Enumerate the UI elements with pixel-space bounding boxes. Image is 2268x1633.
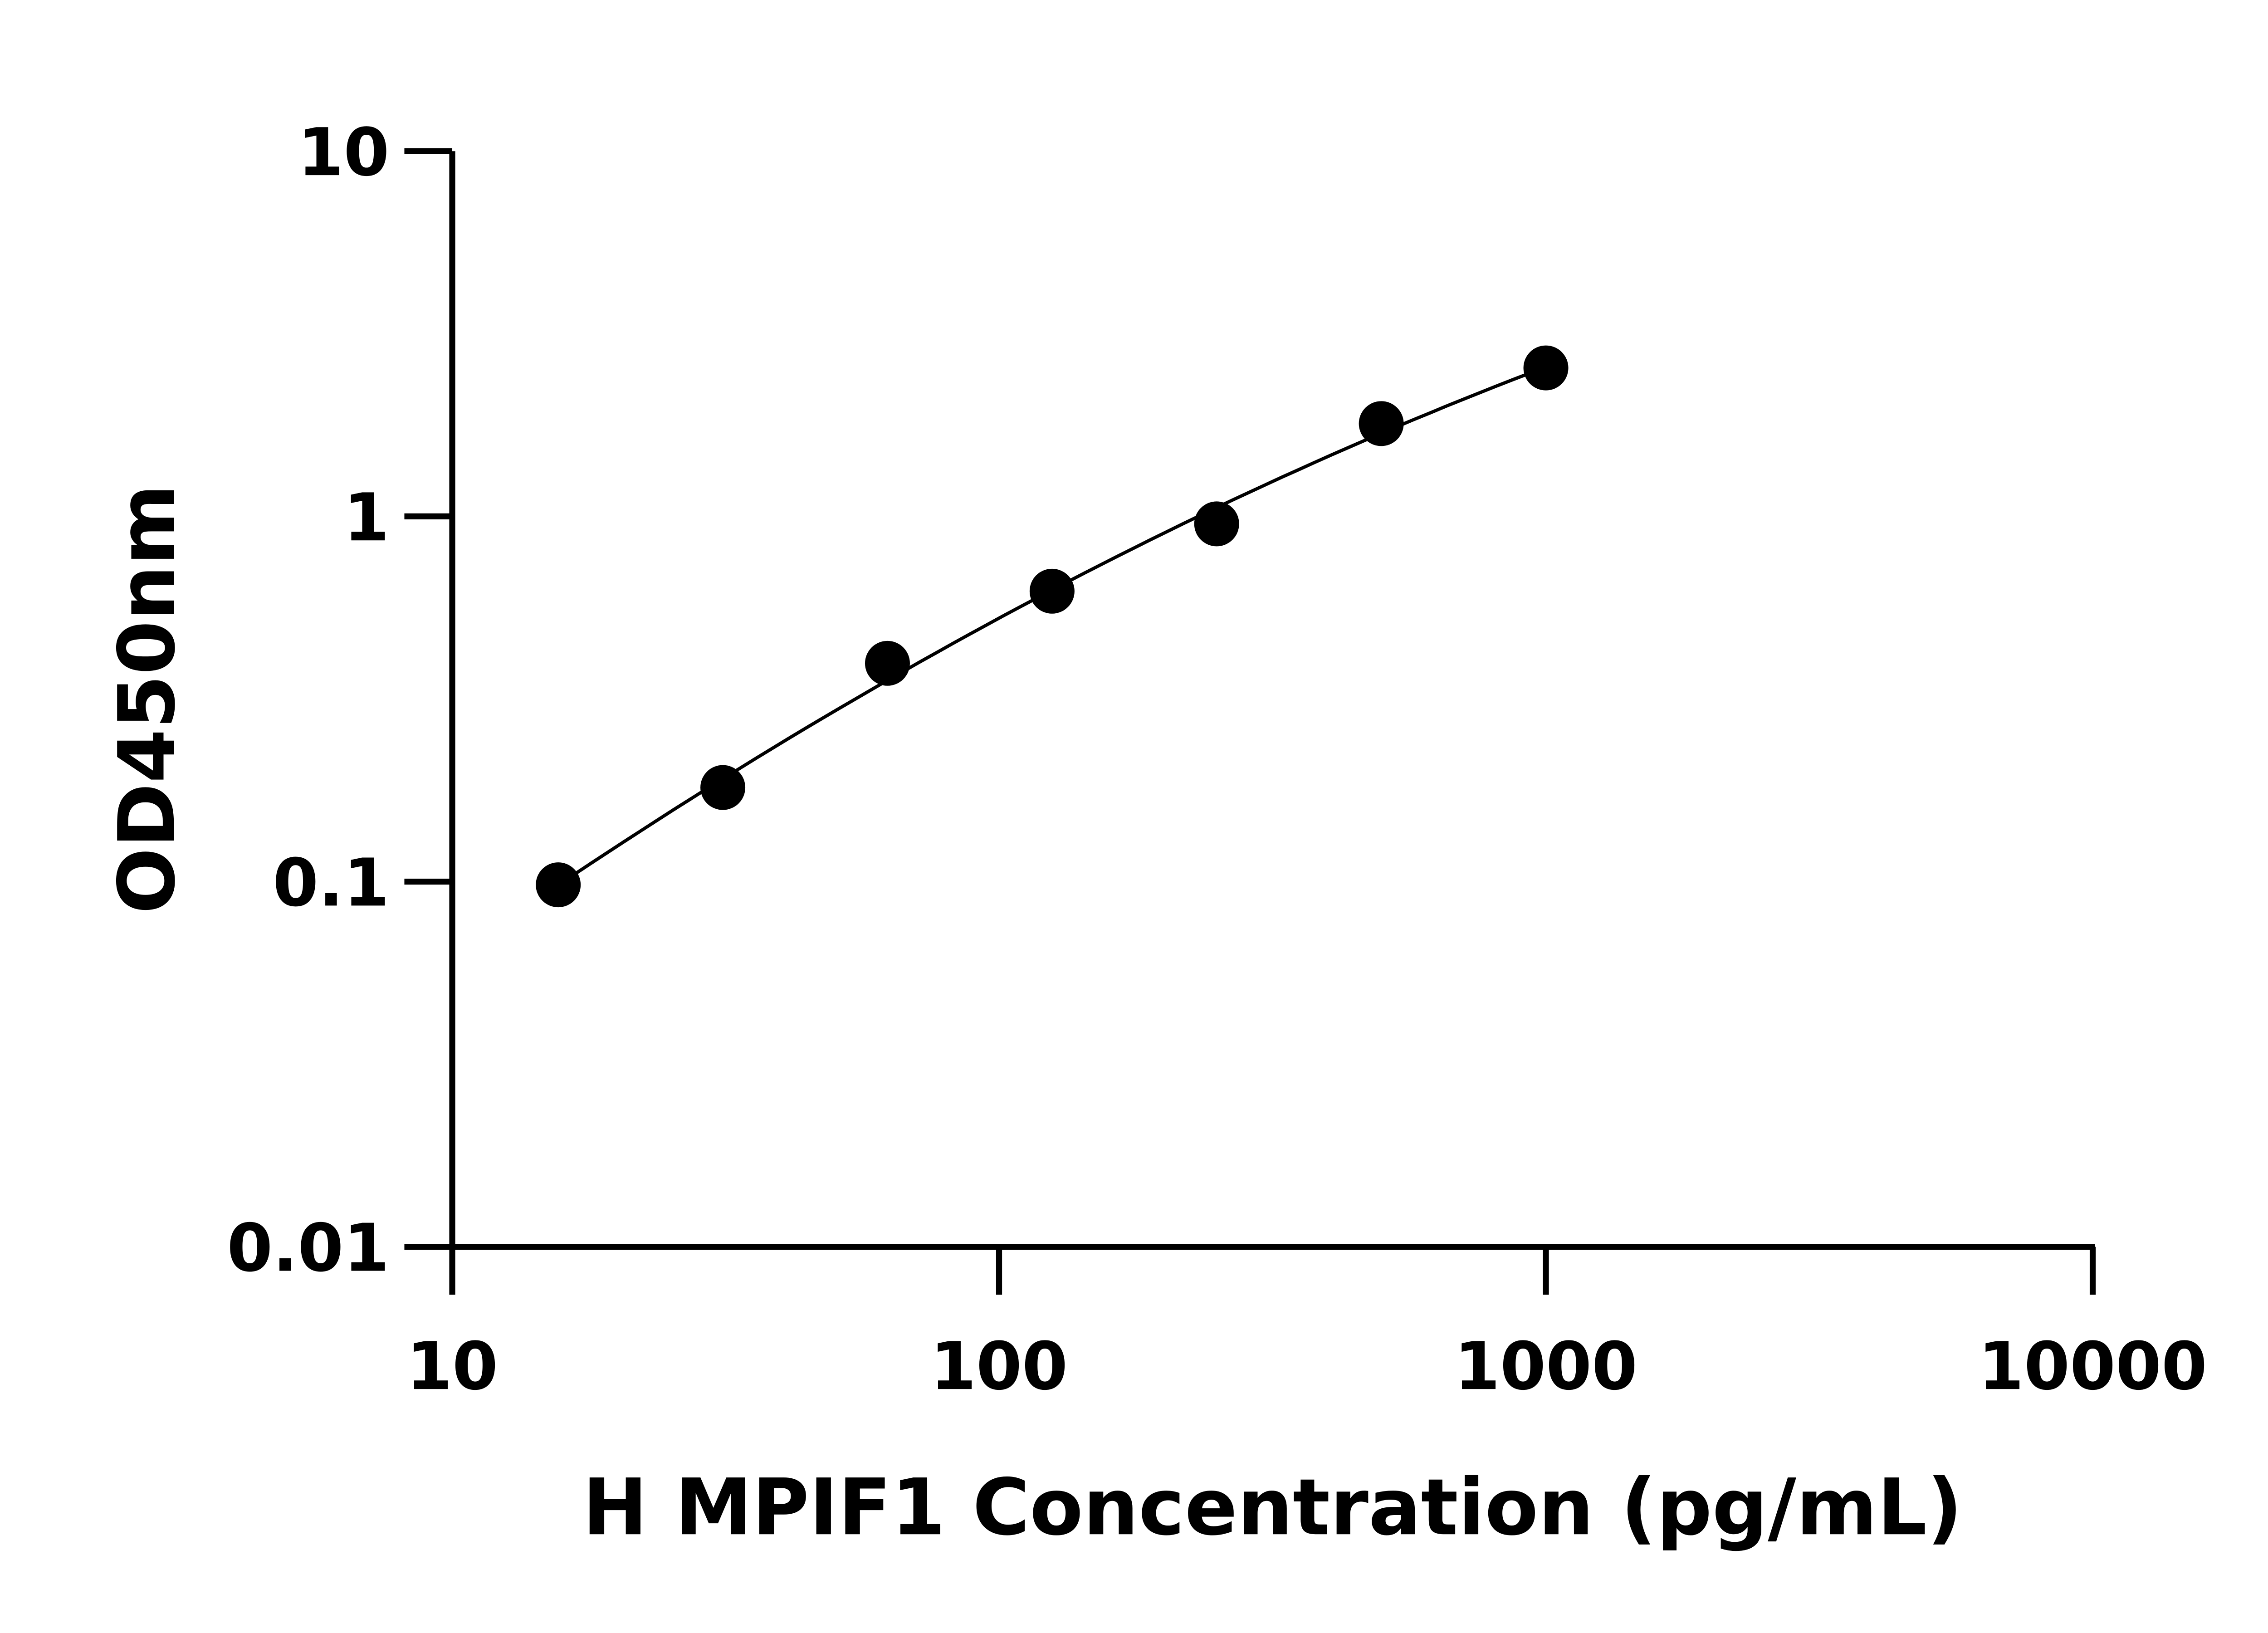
x-tick-label: 100 xyxy=(930,1328,1068,1405)
data-point xyxy=(536,862,581,908)
y-tick-label: 10 xyxy=(298,114,389,191)
data-point xyxy=(700,765,746,810)
x-axis-label: H MPIF1 Concentration (pg/mL) xyxy=(582,1462,1962,1553)
data-point xyxy=(865,640,910,686)
y-tick-label: 0.1 xyxy=(273,845,389,921)
y-tick-label: 0.01 xyxy=(227,1210,389,1286)
axes: 10 100 1000 10000 0.01 0.1 1 10 xyxy=(227,114,2207,1405)
data-point xyxy=(1523,345,1569,391)
data-point xyxy=(1359,401,1404,446)
y-axis-label: OD450nm xyxy=(102,484,192,914)
y-tick-label: 1 xyxy=(343,479,389,556)
data-point xyxy=(1029,568,1075,614)
fit-curve xyxy=(557,365,1547,887)
data-points xyxy=(536,345,1569,908)
x-tick-label: 10000 xyxy=(1978,1328,2207,1405)
x-tick-label: 1000 xyxy=(1454,1328,1637,1405)
data-point xyxy=(1194,501,1239,547)
x-tick-label: 10 xyxy=(406,1328,498,1405)
